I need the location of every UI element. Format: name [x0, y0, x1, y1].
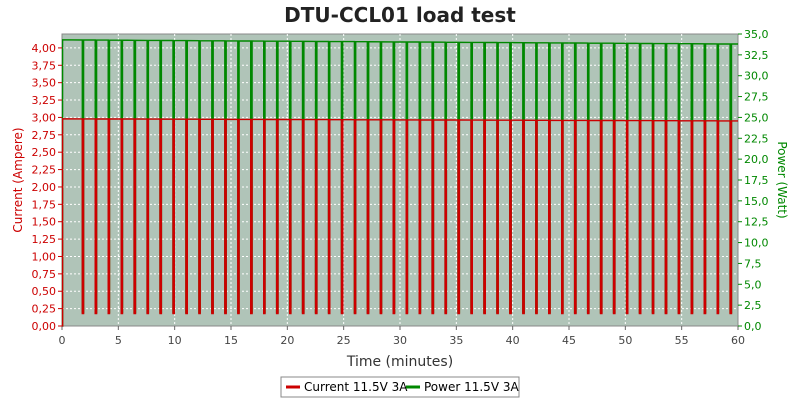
x-tick-label: 10	[168, 334, 182, 347]
y-right-tick-label: 30,0	[744, 70, 769, 83]
y-axis-left-ticks: 0,00 0,25 0,50 0,75 1,00 1,25 1,50 1,75 2,00 2,25…	[32, 42, 62, 333]
chart-title: DTU-CCL01 load test	[284, 3, 516, 27]
y-right-tick-label: 17,5	[744, 174, 769, 187]
y-left-tick-label: 2,75	[32, 129, 57, 142]
series-line-current	[61, 118, 738, 327]
y-right-tick-label: 35,0	[744, 28, 769, 41]
y-left-tick-label: 4,00	[32, 42, 57, 55]
y-right-tick-label: 20,0	[744, 153, 769, 166]
x-tick-label: 20	[280, 334, 294, 347]
y-right-tick-label: 7,5	[744, 257, 762, 270]
x-tick-label: 5	[115, 334, 122, 347]
x-axis-label: Time (minutes)	[346, 354, 453, 370]
y-left-tick-label: 0,50	[32, 285, 57, 298]
y-left-tick-label: 0,25	[32, 303, 57, 316]
y-left-tick-label: 1,50	[32, 216, 57, 229]
y-right-tick-label: 22,5	[744, 132, 769, 145]
y-right-tick-label: 0,0	[744, 320, 762, 333]
legend-entry: Current 11.5V 3A	[304, 380, 408, 394]
y-axis-right-label: Power (Watt)	[775, 141, 789, 218]
y-left-tick-label: 0,75	[32, 268, 57, 281]
y-axis-right-ticks: 0,0 2,5 5,0 7,5 10,0 12,5 15,0 17,5 20,0 22,5 25,0…	[738, 28, 769, 333]
x-tick-label: 55	[675, 334, 689, 347]
x-tick-label: 40	[506, 334, 520, 347]
x-tick-label: 30	[393, 334, 407, 347]
x-tick-label: 35	[449, 334, 463, 347]
y-right-tick-label: 25,0	[744, 111, 769, 124]
legend: Current 11.5V 3A Power 11.5V 3A	[280, 376, 520, 398]
y-left-tick-label: 2,50	[32, 146, 57, 159]
y-left-tick-label: 3,00	[32, 111, 57, 124]
y-left-tick-label: 2,25	[32, 164, 57, 177]
y-left-tick-label: 0,00	[32, 320, 57, 333]
x-tick-label: 15	[224, 334, 238, 347]
y-right-tick-label: 32,5	[744, 49, 769, 62]
x-tick-label: 60	[731, 334, 745, 347]
legend-entry: Power 11.5V 3A	[424, 380, 519, 394]
y-left-tick-label: 1,00	[32, 250, 57, 263]
y-right-tick-label: 2,5	[744, 299, 762, 312]
x-tick-label: 45	[562, 334, 576, 347]
y-left-tick-label: 3,50	[32, 77, 57, 90]
y-right-tick-label: 15,0	[744, 195, 769, 208]
x-tick-label: 50	[618, 334, 632, 347]
legend-box	[280, 376, 520, 398]
y-axis-left-label: Current (Ampere)	[11, 127, 25, 232]
series-layer	[61, 39, 738, 327]
x-tick-label: 0	[59, 334, 66, 347]
y-left-tick-label: 1,25	[32, 233, 57, 246]
y-right-tick-label: 5,0	[744, 278, 762, 291]
y-left-tick-label: 3,75	[32, 59, 57, 72]
y-left-tick-label: 1,75	[32, 198, 57, 211]
y-left-tick-label: 3,25	[32, 94, 57, 107]
y-right-tick-label: 10,0	[744, 237, 769, 250]
y-left-tick-label: 2,00	[32, 181, 57, 194]
x-tick-label: 25	[337, 334, 351, 347]
x-axis-ticks: 0 5 10 15 20 25 30 35 40 45 50 55 60	[59, 326, 745, 347]
y-right-tick-label: 12,5	[744, 216, 769, 229]
y-right-tick-label: 27,5	[744, 91, 769, 104]
